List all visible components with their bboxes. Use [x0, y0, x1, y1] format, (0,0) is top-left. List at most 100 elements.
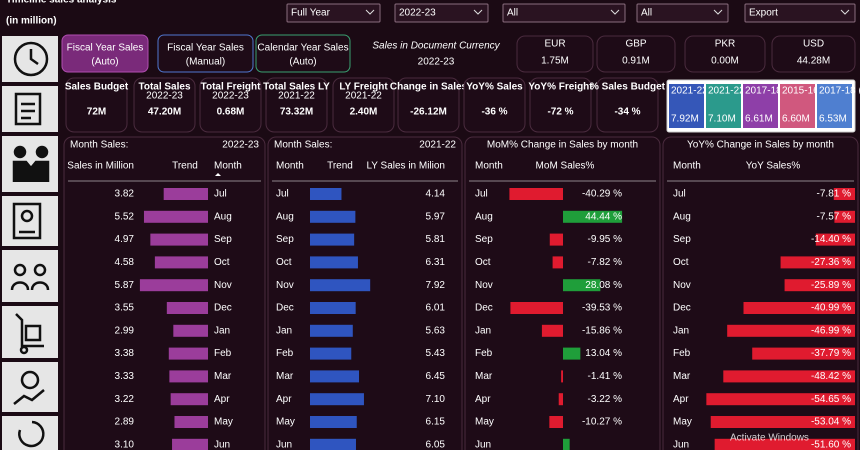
month-label: May [475, 417, 494, 428]
value-label: 7.92 [426, 280, 446, 291]
change-bar [752, 347, 855, 360]
kpi-card [463, 77, 526, 133]
top-sales-value: 6.53M [819, 114, 847, 125]
top-sales-label: 2017-18 (M... [819, 86, 860, 97]
dropdown-arrow [365, 9, 375, 15]
trend-bar [310, 416, 357, 428]
dropdown-arrow [473, 9, 483, 15]
filter-dropdown[interactable] [286, 3, 381, 23]
trend-bar [310, 279, 371, 292]
trend-bar [168, 347, 208, 360]
tab[interactable] [61, 34, 149, 73]
column-header: Sales in Million [67, 161, 134, 172]
month-label: Jun [673, 439, 689, 450]
month-label: Dec [673, 303, 691, 314]
month-label: Apr [673, 394, 689, 405]
value-label: 3.38 [115, 348, 135, 359]
month-label: Nov [276, 280, 294, 291]
watermark: Activate Windows [730, 433, 809, 444]
trend-bar [310, 233, 355, 246]
month-label: Aug [214, 211, 232, 222]
change-bar [563, 438, 570, 450]
currency-card [596, 35, 676, 73]
kpi-label: Change in Sales [390, 82, 468, 93]
value-label: -3.22 % [588, 394, 623, 405]
change-bar [706, 393, 855, 406]
month-label: Oct [475, 257, 491, 268]
currency-code: GBP [625, 39, 646, 50]
column-header: Month [673, 161, 701, 172]
change-bar [563, 210, 623, 223]
value-label: -46.99 % [811, 325, 851, 336]
month-label: Oct [673, 257, 689, 268]
change-bar [509, 188, 563, 200]
filter-dropdown[interactable] [502, 3, 626, 23]
filter-dropdown[interactable] [744, 3, 856, 23]
trend-bar [310, 324, 353, 337]
column-header: Trend [172, 161, 198, 172]
value-label: -53.04 % [811, 417, 851, 428]
value-label: 5.81 [426, 234, 446, 245]
month-label: Sep [214, 234, 232, 245]
column-header: MoM Sales% [536, 161, 595, 172]
change-bar [727, 324, 855, 337]
currency-value: 0.00M [711, 56, 739, 67]
value-label: -37.79 % [811, 348, 851, 359]
tab-subtitle: (Manual) [186, 57, 225, 68]
value-label: 5.43 [426, 348, 446, 359]
filter-dropdown[interactable] [394, 3, 489, 23]
value-label: 6.01 [426, 303, 446, 314]
value-label: 4.58 [115, 257, 135, 268]
dashboard-title: (in million) [6, 16, 57, 27]
kpi-value: -34 % [614, 107, 640, 118]
column-header: Month [475, 161, 503, 172]
change-bar [834, 210, 855, 223]
value-label: 3.33 [115, 371, 135, 382]
currency-code: PKR [715, 39, 736, 50]
filter-label: All [641, 8, 652, 19]
kpi-value: -72 % [547, 107, 573, 118]
kpi-label: Sales Budget [65, 82, 129, 93]
kpi-card [133, 77, 196, 133]
kpi-sublabel: 2022-23 [212, 91, 249, 102]
value-label: -10.27 % [582, 417, 622, 428]
value-label: -9.95 % [588, 234, 623, 245]
month-label: Jan [214, 325, 230, 336]
trend-bar [173, 324, 208, 337]
change-bar [714, 438, 855, 450]
value-label: 6.05 [426, 439, 446, 450]
tab[interactable] [255, 34, 351, 73]
filter-label: 2022-23 [399, 8, 436, 19]
top-sales-tile [743, 84, 778, 128]
kpi-value: 2.40M [350, 107, 378, 118]
panel [63, 136, 266, 450]
currency-value: 0.91M [622, 56, 650, 67]
month-label: Oct [214, 257, 230, 268]
dropdown-arrow [610, 9, 620, 15]
top-sales-value: 7.92M [671, 114, 699, 125]
change-bar [549, 416, 563, 428]
value-label: 5.87 [115, 280, 135, 291]
trend-bar [310, 188, 342, 200]
value-label: -7.82 % [588, 257, 623, 268]
trend-bar [310, 393, 364, 406]
month-label: Apr [475, 394, 491, 405]
trend-bar [169, 370, 208, 383]
month-label: Feb [214, 348, 232, 359]
value-label: 5.63 [426, 325, 446, 336]
value-label: -25.89 % [811, 280, 851, 291]
value-label: 6.15 [426, 417, 446, 428]
month-label: May [276, 417, 295, 428]
column-header: Trend [327, 161, 353, 172]
value-label: 28.08 % [585, 280, 622, 291]
month-label: Jun [276, 439, 292, 450]
kpi-value: 73.32M [280, 107, 313, 118]
kpi-value: 0.68M [217, 107, 245, 118]
trend-bar [154, 256, 208, 269]
filter-dropdown[interactable] [636, 3, 729, 23]
month-label: Dec [276, 303, 294, 314]
change-bar [723, 370, 855, 383]
top-sales-label: 2017-18 (A... [745, 86, 803, 97]
tab[interactable] [157, 34, 254, 73]
value-label: 13.04 % [585, 348, 622, 359]
